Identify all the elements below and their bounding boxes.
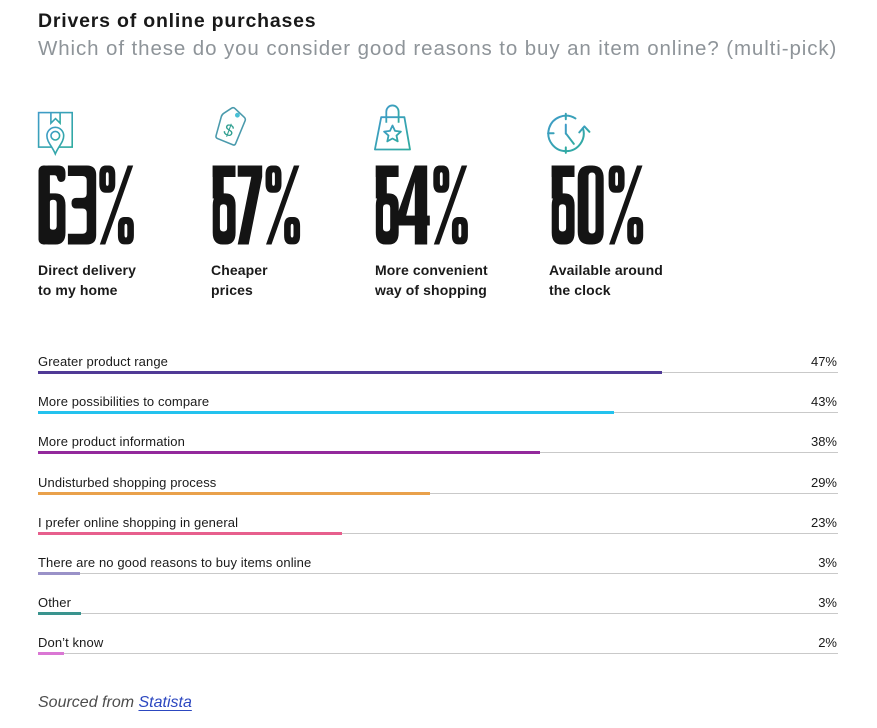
svg-text:$: $ bbox=[221, 120, 237, 141]
